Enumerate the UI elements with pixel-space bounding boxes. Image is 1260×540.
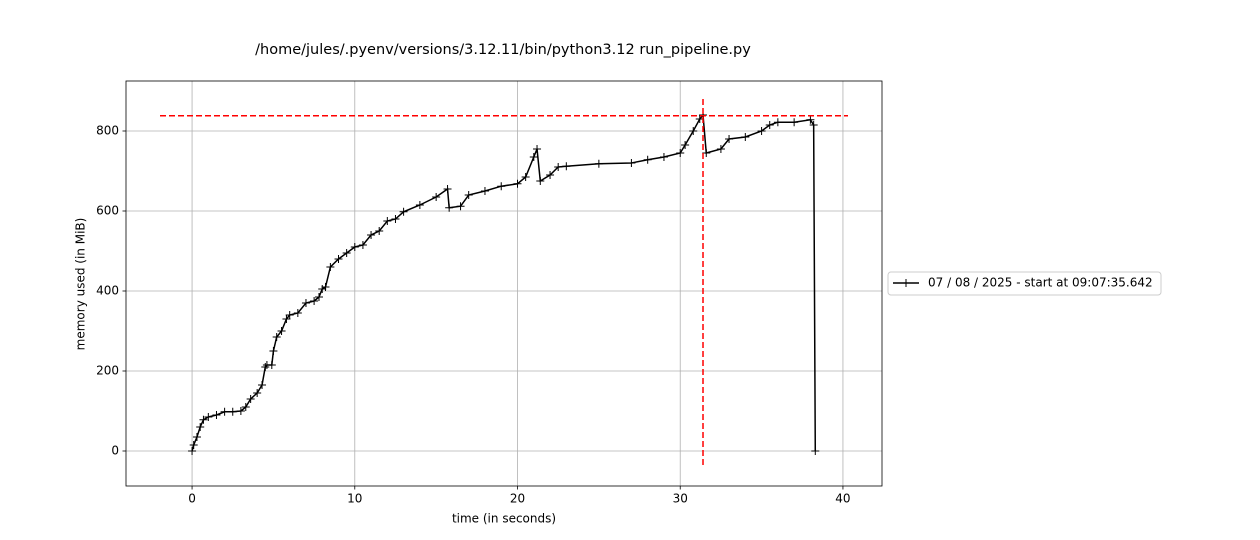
point-marker (358, 241, 367, 249)
x-tick-label: 20 (510, 492, 525, 506)
point-marker (790, 118, 799, 127)
x-tick-label: 30 (673, 492, 688, 506)
point-marker (643, 155, 652, 164)
legend-label: 07 / 08 / 2025 - start at 09:07:35.642 (928, 276, 1153, 290)
point-marker (367, 231, 376, 239)
point-marker (189, 441, 198, 449)
point-marker (241, 403, 250, 411)
point-marker (773, 118, 782, 127)
y-tick-label: 200 (96, 364, 119, 378)
point-marker (246, 395, 255, 403)
point-marker (350, 243, 359, 251)
point-marker (318, 285, 327, 293)
y-axis-label: memory used (in MiB) (74, 218, 88, 351)
point-marker (269, 347, 278, 355)
point-marker (282, 315, 291, 323)
point-marker (415, 201, 424, 209)
point-marker (293, 309, 302, 317)
point-marker (546, 171, 555, 179)
point-marker (757, 127, 766, 135)
y-tick-label: 800 (96, 124, 119, 138)
point-marker (301, 299, 310, 307)
x-tick-label: 10 (347, 492, 362, 506)
point-marker (521, 173, 530, 181)
point-marker (681, 141, 690, 149)
point-marker (456, 202, 465, 211)
point-marker (314, 293, 323, 301)
point-marker (258, 381, 267, 389)
y-tick-label: 0 (111, 444, 119, 458)
point-marker (594, 159, 603, 168)
point-marker (391, 215, 400, 223)
point-marker (464, 191, 473, 199)
point-marker (445, 203, 454, 212)
point-marker (342, 249, 351, 257)
point-marker (261, 363, 270, 371)
point-marker (627, 159, 636, 167)
point-marker (533, 145, 542, 153)
point-marker (529, 153, 538, 161)
point-marker (204, 413, 213, 421)
point-marker (334, 255, 343, 263)
point-marker (497, 182, 506, 191)
point-marker (228, 407, 237, 416)
point-marker (253, 389, 262, 397)
point-marker (285, 311, 294, 319)
point-marker (310, 297, 319, 305)
point-marker (321, 283, 330, 291)
point-marker (272, 333, 281, 341)
chart-title: /home/jules/.pyenv/versions/3.12.11/bin/… (255, 42, 751, 58)
point-marker (277, 327, 286, 335)
point-marker (236, 407, 245, 415)
point-marker (188, 447, 197, 455)
point-marker (199, 415, 208, 424)
point-marker (676, 149, 685, 157)
point-marker (659, 153, 668, 161)
point-marker (554, 163, 563, 171)
point-marker (383, 217, 392, 225)
point-marker (536, 177, 545, 185)
point-marker (212, 411, 221, 419)
point-marker (192, 433, 201, 441)
x-axis-label: time (in seconds) (452, 512, 556, 526)
legend-marker (902, 279, 910, 287)
point-marker (689, 127, 698, 135)
point-marker (375, 227, 384, 235)
legend-box (887, 271, 1162, 296)
point-marker (196, 423, 205, 431)
x-tick-label: 0 (188, 492, 196, 506)
point-marker (480, 187, 489, 195)
y-tick-label: 600 (96, 204, 119, 218)
point-marker (432, 193, 441, 201)
point-marker (716, 145, 725, 153)
point-marker (806, 115, 815, 124)
plot-frame (125, 80, 883, 487)
point-marker (741, 133, 750, 141)
point-marker (513, 179, 522, 188)
point-marker (443, 185, 452, 193)
point-marker (725, 135, 734, 143)
point-marker (220, 407, 229, 416)
point-marker (562, 162, 571, 171)
point-marker (765, 121, 774, 129)
data-line (191, 113, 817, 452)
y-tick-label: 400 (96, 284, 119, 298)
point-marker (811, 447, 820, 455)
point-marker (267, 361, 276, 369)
point-marker (399, 207, 408, 216)
legend: 07 / 08 / 2025 - start at 09:07:35.642 (887, 271, 1162, 296)
point-marker (326, 263, 335, 271)
x-tick-label: 40 (835, 492, 850, 506)
point-marker (809, 121, 818, 129)
